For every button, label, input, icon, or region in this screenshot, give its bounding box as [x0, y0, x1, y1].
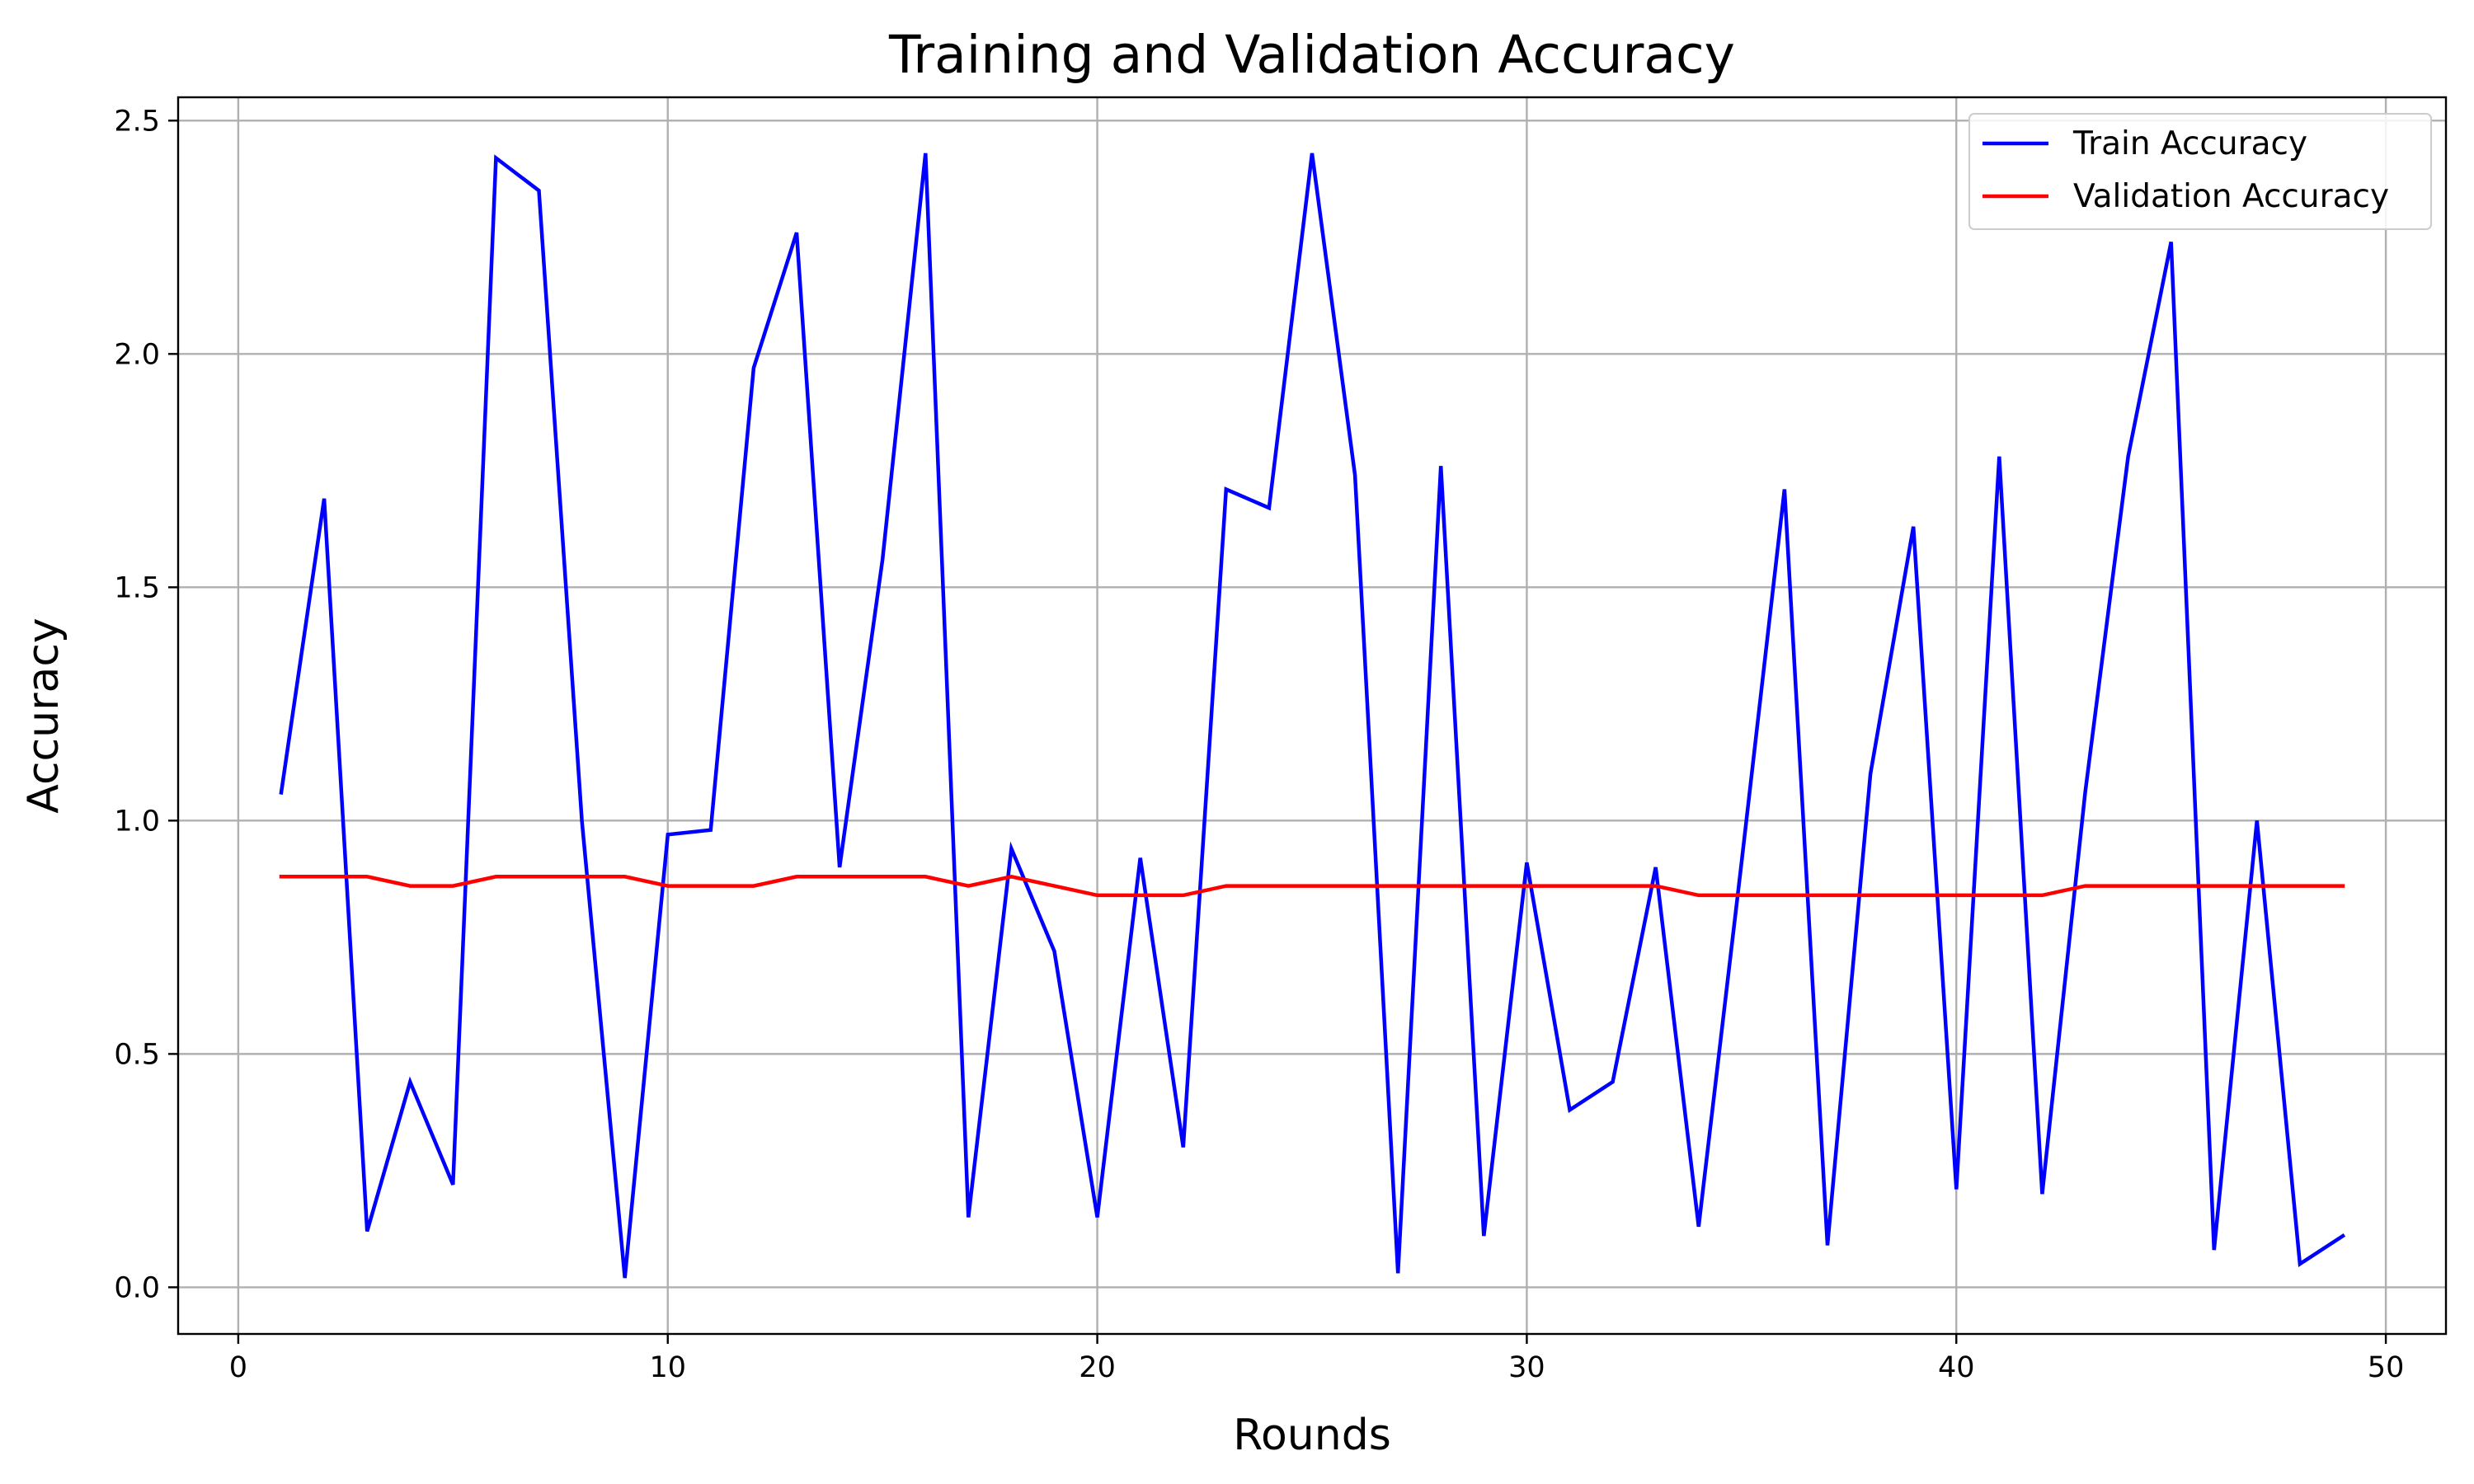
x-tick-label: 0	[229, 1351, 247, 1384]
x-tick-label: 30	[1508, 1351, 1545, 1384]
legend-box	[1968, 113, 2432, 230]
chart-title: Training and Validation Accuracy	[888, 25, 1735, 85]
legend-label-validation-accuracy: Validation Accuracy	[2073, 178, 2389, 215]
y-tick-label: 0.0	[114, 1271, 160, 1304]
legend: Train Accuracy Validation Accuracy	[1968, 113, 2432, 230]
y-axis-title: Accuracy	[19, 618, 68, 813]
axis-ticks: 0 10 20 30 40 50 0.0 0.5 1.0 1.5 2.0 2.5	[114, 105, 2404, 1384]
plot-frame	[176, 96, 2448, 1336]
series-line-train-accuracy	[279, 153, 2346, 1279]
y-tick-label: 2.0	[114, 338, 160, 371]
x-tick-label: 20	[1079, 1351, 1116, 1384]
grid	[178, 97, 2446, 1334]
y-tick-label: 1.0	[114, 805, 160, 838]
x-axis-title: Rounds	[1233, 1411, 1391, 1460]
series-line-validation-accuracy	[279, 874, 2345, 898]
x-tick-label: 50	[2368, 1351, 2405, 1384]
series-lines	[279, 153, 2346, 1279]
x-tick-label: 10	[649, 1351, 686, 1384]
y-tick-label: 2.5	[114, 105, 160, 138]
y-tick-label: 0.5	[114, 1038, 160, 1071]
y-tick-label: 1.5	[114, 571, 160, 604]
x-tick-label: 40	[1938, 1351, 1975, 1384]
legend-label-train-accuracy: Train Accuracy	[2072, 125, 2307, 162]
